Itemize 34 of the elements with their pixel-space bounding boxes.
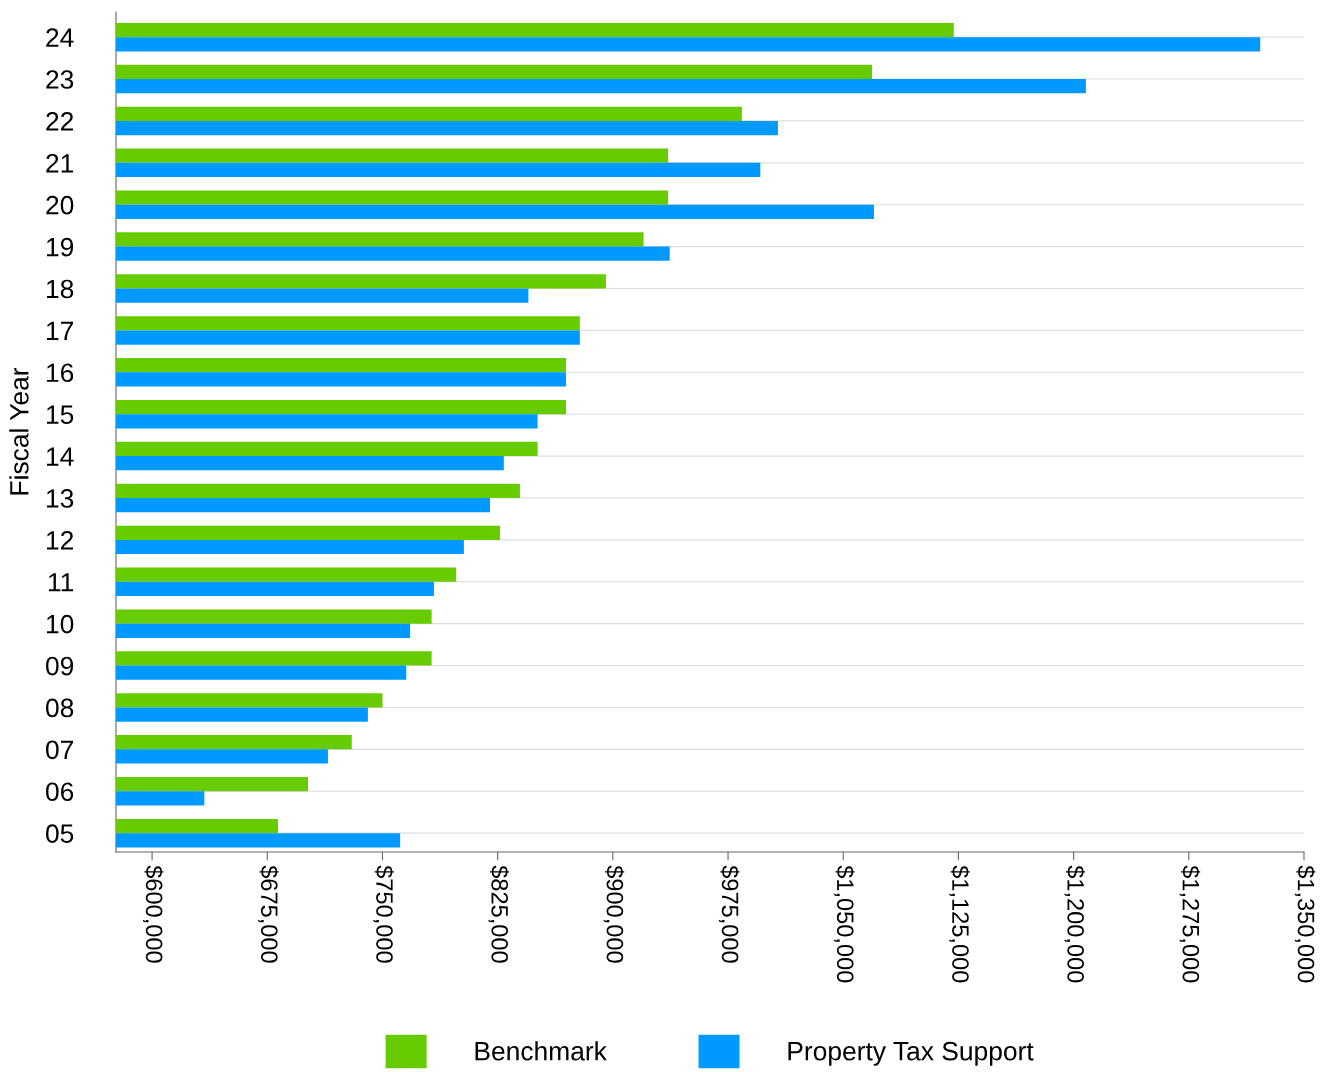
y-tick-label: 21	[46, 153, 74, 173]
x-tick-label: $675,000	[258, 865, 279, 963]
y-tick-label: 23	[46, 70, 74, 89]
x-tick-label: $1,050,000	[834, 865, 855, 983]
y-tick-label: 19	[47, 237, 74, 257]
x-tick-label: $1,125,000	[949, 865, 970, 983]
y-tick-label: 15	[47, 405, 74, 425]
y-tick-label: 14	[47, 447, 74, 466]
y-tick-label: 06	[46, 782, 74, 802]
legend-label: Property Tax Support	[788, 1041, 1034, 1066]
y-tick-label: 22	[46, 112, 74, 131]
x-tick-label: $1,275,000	[1179, 865, 1201, 983]
x-tick-label: $900,000	[603, 865, 625, 963]
x-tick-label: $1,350,000	[1294, 865, 1316, 983]
y-tick-label: 20	[46, 195, 74, 215]
y-tick-label: 24	[46, 28, 74, 47]
legend-label: Benchmark	[475, 1041, 607, 1061]
y-tick-label: 13	[47, 489, 74, 508]
y-tick-label: 17	[47, 321, 74, 340]
y-tick-label: 18	[47, 279, 74, 299]
y-axis-title: Fiscal Year	[9, 367, 29, 495]
y-tick-label: 09	[46, 656, 74, 676]
y-tick-label: 08	[46, 698, 74, 718]
x-tick-label: $750,000	[373, 865, 394, 963]
y-tick-label: 12	[47, 531, 74, 550]
x-tick-label: $600,000	[142, 865, 164, 963]
x-tick-label: $975,000	[718, 865, 740, 963]
x-tick-label: $1,200,000	[1064, 865, 1085, 983]
y-tick-label: 16	[47, 363, 74, 383]
y-tick-label: 07	[46, 740, 74, 760]
x-tick-label: $825,000	[488, 865, 510, 963]
y-tick-label: 10	[47, 614, 74, 634]
y-tick-label: 05	[46, 824, 74, 843]
y-tick-label: 11	[48, 573, 74, 592]
